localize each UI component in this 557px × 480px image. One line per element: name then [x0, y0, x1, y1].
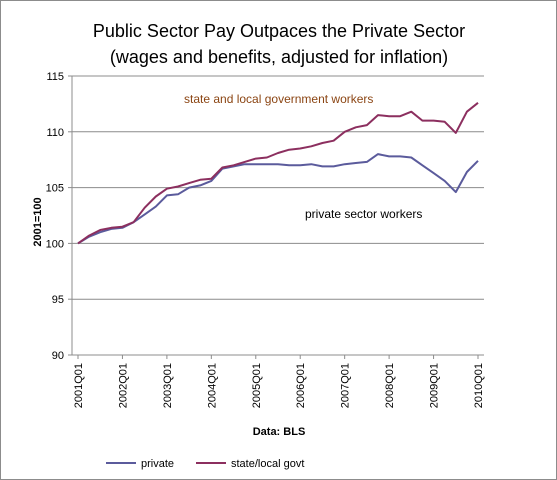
x-tick-label: 2004Q01: [206, 363, 218, 408]
x-tick-label: 2007Q01: [340, 363, 352, 408]
y-axis-label: 2001=100: [32, 197, 44, 246]
x-tick-label: 2001Q01: [73, 363, 85, 408]
series-lines: [77, 102, 479, 245]
x-tick-label: 2008Q01: [384, 363, 396, 408]
x-tick-label: 2005Q01: [251, 363, 263, 408]
x-tick-label: 2006Q01: [295, 363, 307, 408]
y-tick-label: 115: [46, 71, 64, 83]
legend-label-state-local-govt: state/local govt: [231, 458, 304, 470]
y-tick-label: 100: [46, 238, 64, 250]
y-tick-label: 110: [46, 127, 64, 139]
series-line-private: [77, 153, 479, 245]
x-axis-label: Data: BLS: [253, 426, 306, 438]
plot-background: [72, 76, 484, 355]
annotation-state-local: state and local government workers: [184, 92, 373, 106]
legend-label-private: private: [141, 458, 174, 470]
y-tick-label: 95: [52, 294, 64, 306]
x-tick-label: 2003Q01: [162, 363, 174, 408]
y-tick-label: 105: [46, 183, 64, 195]
y-axis-ticks: 90 95 100 105 110 115: [46, 71, 72, 362]
annotation-private-sector: private sector workers: [305, 207, 422, 221]
y-tick-label: 90: [52, 350, 64, 362]
x-tick-label: 2002Q01: [117, 363, 129, 408]
x-tick-label: 2010Q01: [473, 363, 485, 408]
x-tick-label: 2009Q01: [429, 363, 441, 408]
series-line-state-local-govt: [77, 102, 479, 245]
axes: [71, 76, 484, 356]
legend: private state/local govt: [106, 458, 304, 470]
x-axis-ticks: 2001Q01 2002Q01 2003Q01 2004Q01 2005Q01 2006Q…: [73, 355, 485, 408]
chart-title-line-2: (wages and benefits, adjusted for inflat…: [110, 47, 448, 67]
chart-title-line-1: Public Sector Pay Outpaces the Private S…: [93, 21, 465, 41]
plot-area: [72, 76, 484, 355]
